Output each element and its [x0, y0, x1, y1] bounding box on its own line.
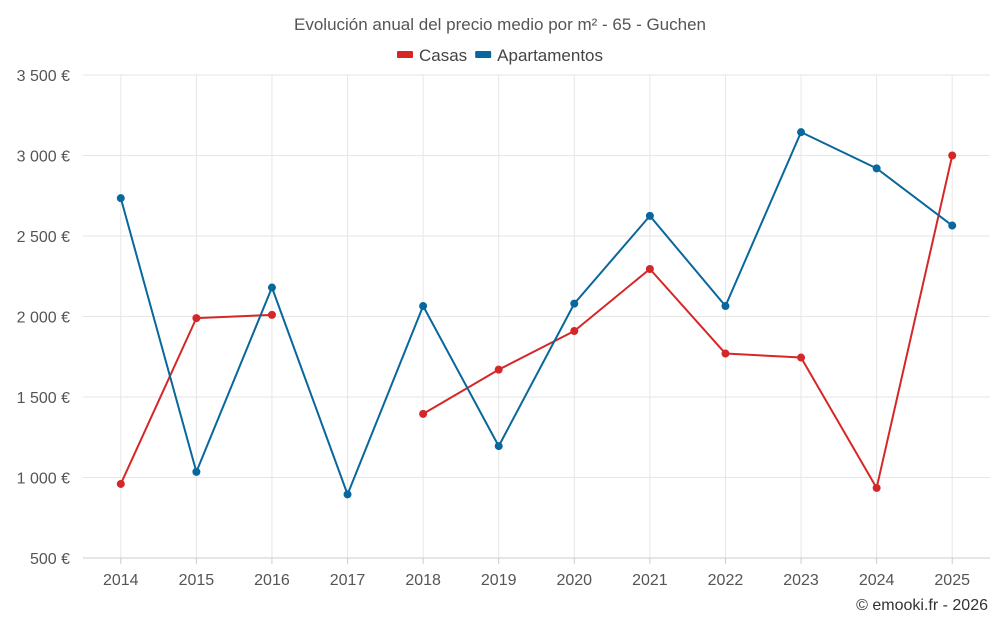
- data-point-casas[interactable]: [116, 479, 125, 488]
- legend-swatch: [475, 51, 492, 58]
- data-point-apartamentos[interactable]: [872, 164, 881, 173]
- credit-text: © emooki.fr - 2026: [856, 597, 988, 614]
- data-point-apartamentos[interactable]: [343, 490, 352, 499]
- data-point-casas[interactable]: [192, 314, 201, 323]
- data-point-apartamentos[interactable]: [645, 211, 654, 220]
- x-tick-label: 2017: [330, 572, 366, 589]
- data-point-apartamentos[interactable]: [570, 299, 579, 308]
- data-point-apartamentos[interactable]: [192, 467, 201, 476]
- y-tick-label: 3 500 €: [17, 68, 70, 85]
- data-point-casas[interactable]: [494, 365, 503, 374]
- y-tick-label: 500 €: [30, 551, 70, 568]
- data-point-casas[interactable]: [419, 409, 428, 418]
- x-tick-label: 2023: [783, 572, 819, 589]
- legend-label: Casas: [419, 46, 467, 65]
- x-tick-label: 2018: [405, 572, 441, 589]
- series-layer: [116, 128, 957, 499]
- y-tick-label: 2 500 €: [17, 229, 70, 246]
- x-tick-label: 2020: [556, 572, 592, 589]
- x-tick-label: 2024: [859, 572, 895, 589]
- data-point-casas[interactable]: [645, 265, 654, 274]
- data-point-apartamentos[interactable]: [797, 128, 806, 137]
- x-tick-label: 2025: [934, 572, 970, 589]
- data-point-casas[interactable]: [872, 483, 881, 492]
- x-tick-label: 2014: [103, 572, 139, 589]
- y-tick-label: 3 000 €: [17, 149, 70, 166]
- data-point-apartamentos[interactable]: [721, 302, 730, 311]
- data-point-casas[interactable]: [797, 353, 806, 362]
- x-tick-label: 2019: [481, 572, 517, 589]
- grid: [83, 74, 990, 559]
- x-tick-label: 2022: [708, 572, 744, 589]
- x-tick-label: 2021: [632, 572, 668, 589]
- series-line-apartamentos: [119, 131, 954, 496]
- data-point-apartamentos[interactable]: [948, 221, 957, 230]
- data-point-casas[interactable]: [948, 151, 957, 160]
- legend-label: Apartamentos: [497, 46, 603, 65]
- x-tick-label: 2015: [179, 572, 215, 589]
- y-tick-label: 1 000 €: [17, 471, 70, 488]
- data-point-casas[interactable]: [721, 349, 730, 358]
- chart-title: Evolución anual del precio medio por m² …: [294, 15, 706, 34]
- data-point-apartamentos[interactable]: [116, 194, 125, 203]
- legend-item-apartamentos[interactable]: Apartamentos: [475, 46, 603, 65]
- data-point-casas[interactable]: [267, 310, 276, 319]
- data-point-apartamentos[interactable]: [419, 302, 428, 311]
- data-point-apartamentos[interactable]: [494, 442, 503, 451]
- data-point-casas[interactable]: [570, 326, 579, 335]
- legend-swatch: [396, 51, 413, 58]
- series-line-casas: [422, 154, 954, 489]
- legend: Casas Apartamentos: [396, 46, 603, 65]
- x-axis-ticks: 2014 2015 2016 2017 2018 2019 2020 2021 2022 2023…: [103, 558, 970, 589]
- y-tick-label: 2 000 €: [17, 310, 70, 327]
- data-point-apartamentos[interactable]: [267, 283, 276, 292]
- legend-item-casas[interactable]: Casas: [396, 46, 467, 65]
- y-tick-label: 1 500 €: [17, 390, 70, 407]
- x-tick-label: 2016: [254, 572, 290, 589]
- y-axis-ticks: 500 € 1 000 € 1 500 € 2 000 € 2 500 € 3 000 €…: [17, 68, 70, 568]
